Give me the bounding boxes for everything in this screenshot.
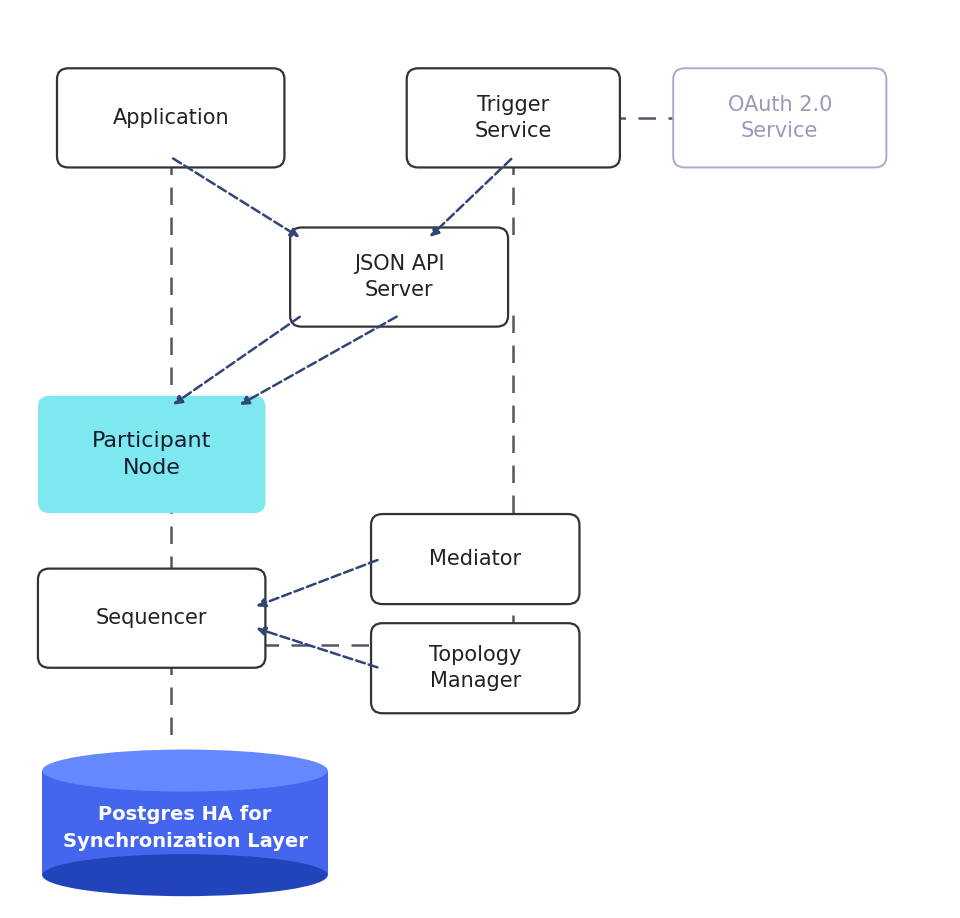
FancyBboxPatch shape [38,568,265,667]
FancyBboxPatch shape [407,68,620,167]
FancyBboxPatch shape [57,68,284,167]
FancyBboxPatch shape [371,623,580,713]
Ellipse shape [42,854,327,896]
FancyBboxPatch shape [371,514,580,604]
Text: Trigger
Service: Trigger Service [474,95,552,141]
Text: Application: Application [112,108,229,128]
Text: OAuth 2.0
Service: OAuth 2.0 Service [728,95,832,141]
Polygon shape [42,770,327,875]
Text: Topology
Manager: Topology Manager [429,645,521,691]
Text: Postgres HA for
Synchronization Layer: Postgres HA for Synchronization Layer [62,805,307,851]
Text: JSON API
Server: JSON API Server [354,254,444,300]
Text: Participant
Node: Participant Node [92,431,211,477]
FancyBboxPatch shape [673,68,886,167]
Ellipse shape [42,750,327,791]
Text: Sequencer: Sequencer [96,609,207,628]
FancyBboxPatch shape [38,396,265,513]
FancyBboxPatch shape [290,228,508,327]
Text: Mediator: Mediator [429,549,521,569]
